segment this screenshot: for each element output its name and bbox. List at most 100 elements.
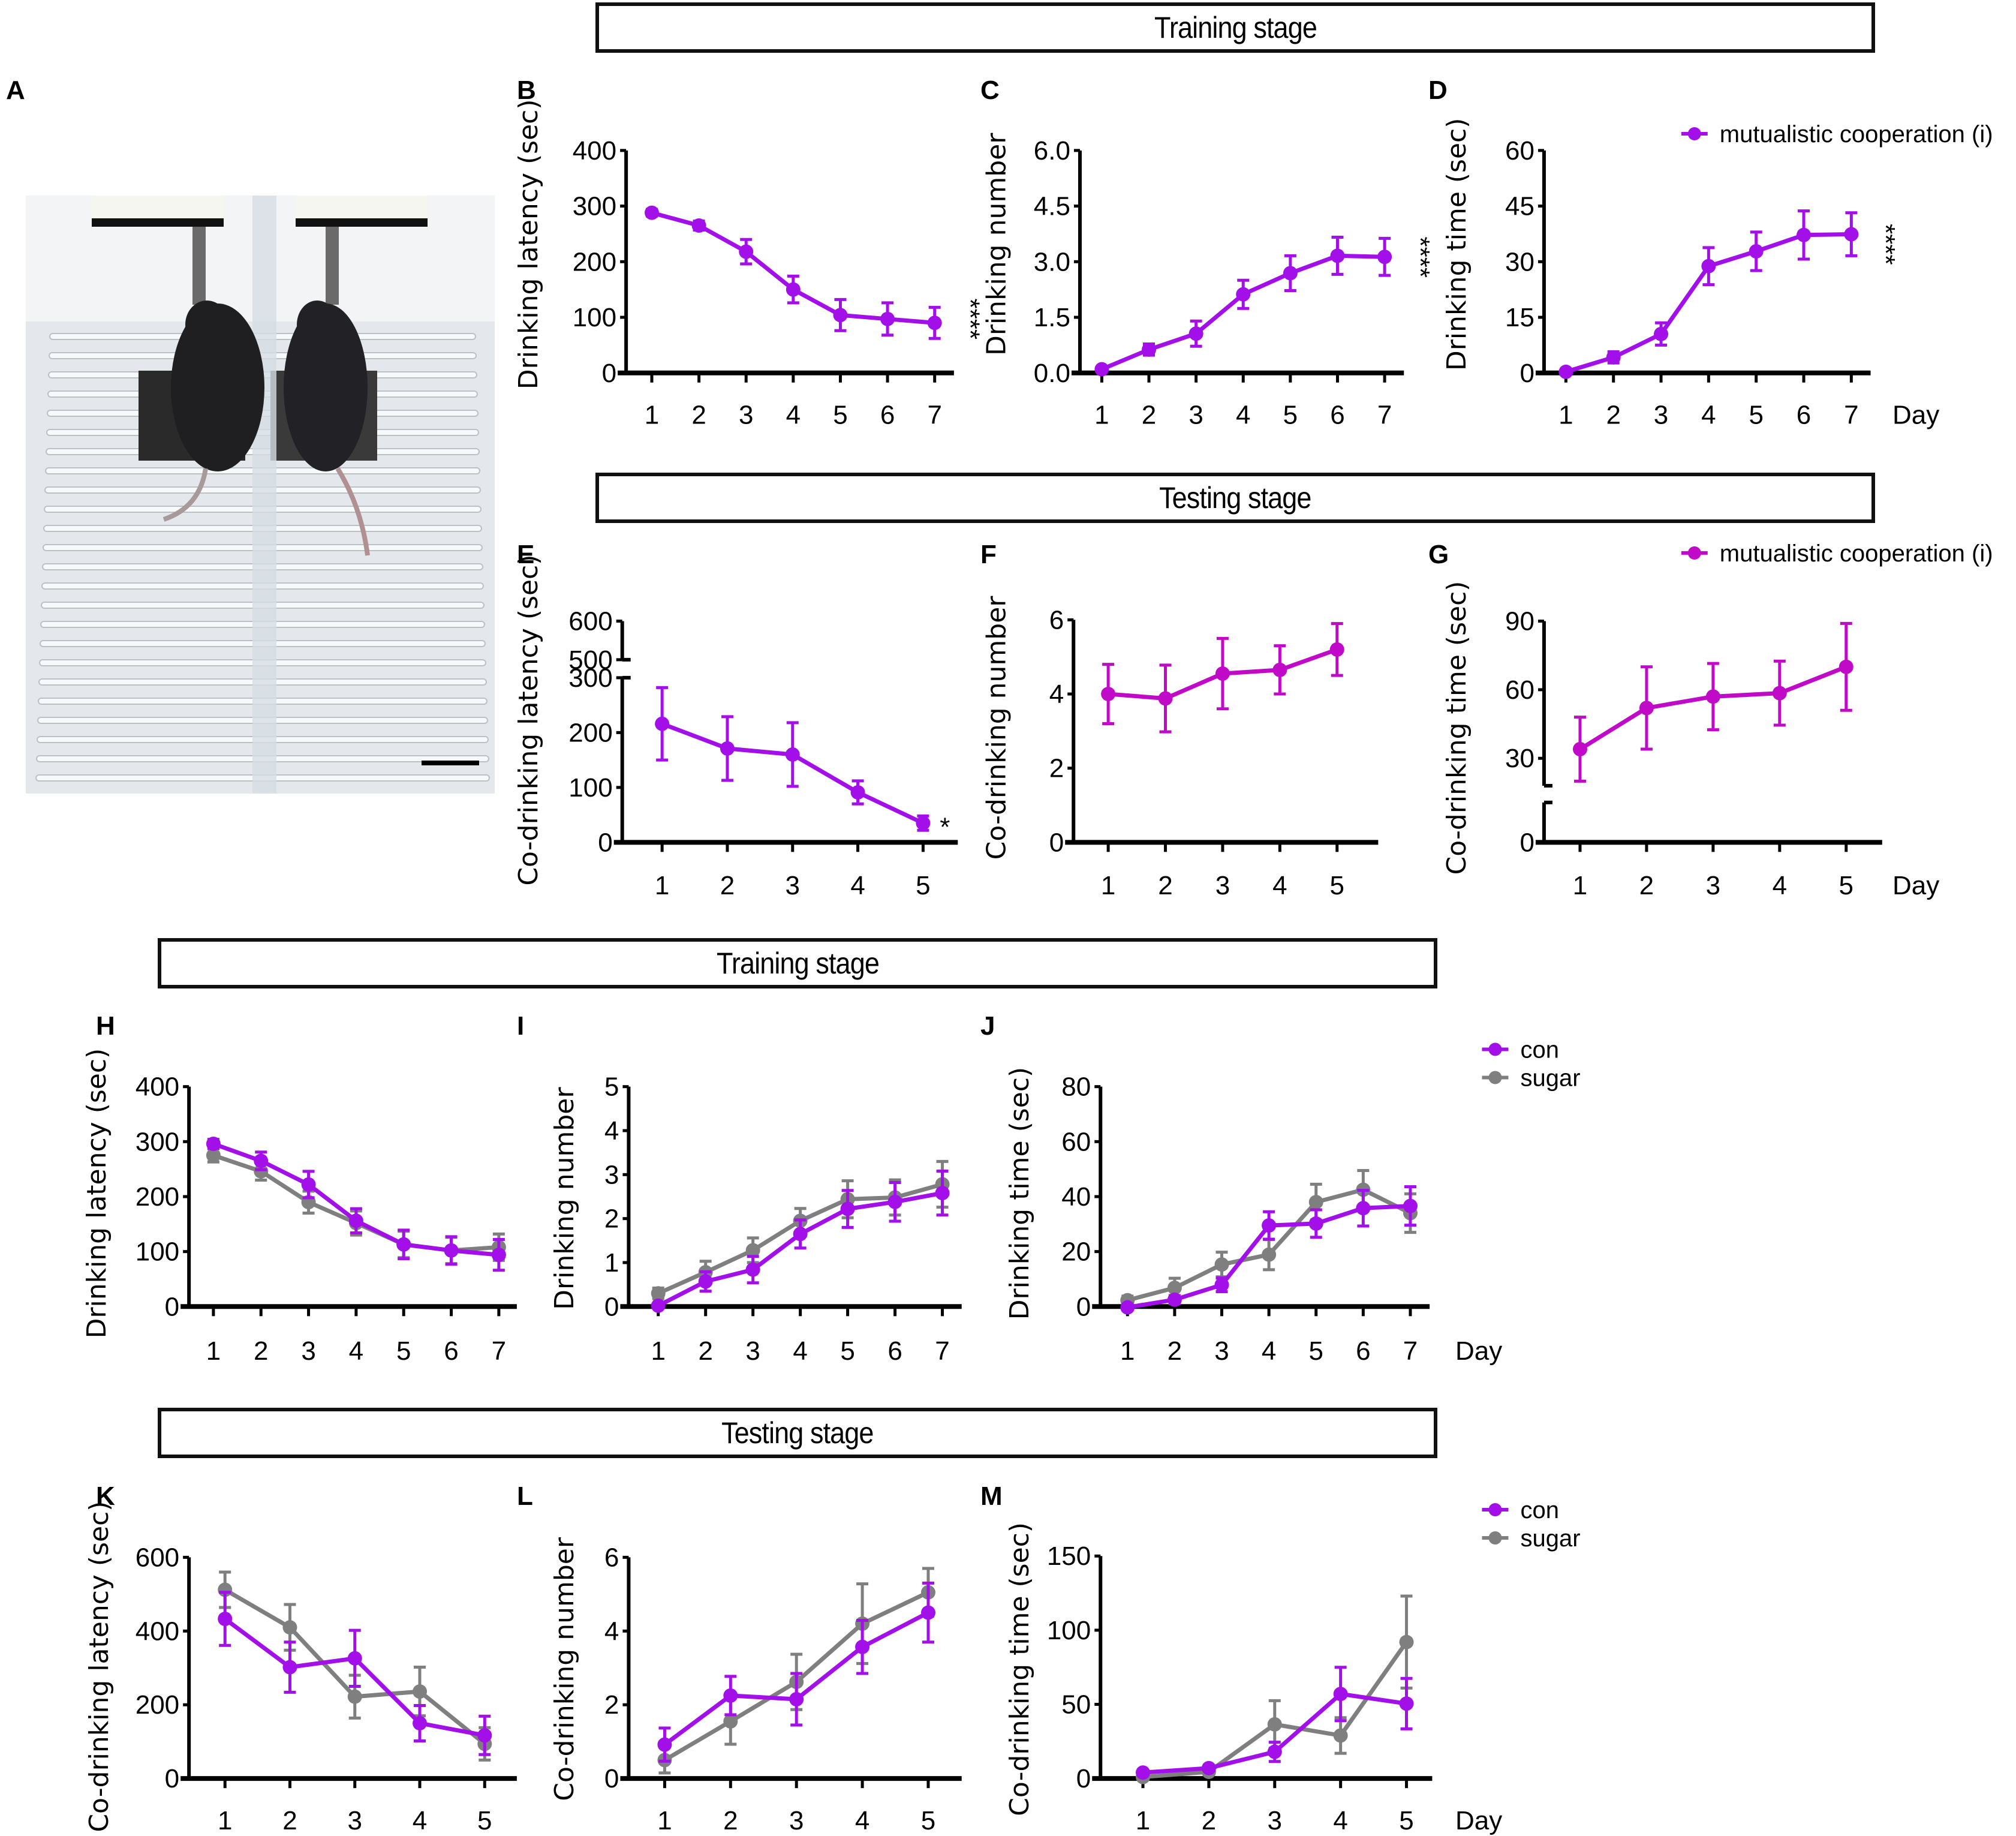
y-tick-label: 200 <box>573 247 616 277</box>
data-point <box>1654 326 1669 341</box>
panel-letter-h: H <box>96 1011 115 1041</box>
x-tick-label: 1 <box>651 1336 665 1366</box>
data-point <box>1749 244 1764 259</box>
x-tick-label: 1 <box>1120 1336 1135 1366</box>
data-point <box>840 1201 855 1216</box>
y-tick-label: 1 <box>604 1248 619 1278</box>
x-axis-day-label: Day <box>1455 1336 1502 1366</box>
data-point <box>1403 1198 1418 1213</box>
scale-bar <box>422 761 479 765</box>
data-point <box>850 785 865 800</box>
x-tick-label: 3 <box>1268 1806 1282 1835</box>
x-tick-label: 2 <box>723 1806 738 1835</box>
legend-label: sugar <box>1520 1525 1580 1552</box>
data-point <box>1267 1717 1282 1732</box>
y-axis-title: Drinking number <box>982 133 1012 356</box>
x-tick-label: 4 <box>1262 1336 1276 1366</box>
y-tick-label: 2 <box>1049 754 1064 783</box>
x-tick-label: 1 <box>218 1806 232 1835</box>
mouse-right-head <box>297 301 338 348</box>
x-tick-label: 3 <box>789 1806 804 1835</box>
data-point <box>1236 287 1251 302</box>
y-axis-title: Co-drinking latency (sec) <box>513 555 544 886</box>
data-point <box>1283 266 1298 281</box>
data-point <box>1839 659 1853 674</box>
data-point <box>347 1651 362 1666</box>
x-tick-label: 7 <box>1377 400 1392 429</box>
data-point <box>1333 1687 1348 1702</box>
legend-label: sugar <box>1520 1065 1580 1092</box>
y-tick-label: 50 <box>1061 1690 1091 1720</box>
x-tick-label: 1 <box>206 1336 221 1366</box>
x-tick-label: 4 <box>1701 400 1716 429</box>
x-tick-label: 4 <box>850 871 865 900</box>
data-point <box>1330 248 1345 263</box>
stage-header-training-bottom: Training stage <box>158 938 1437 988</box>
y-tick-label: 100 <box>568 773 612 803</box>
data-point <box>491 1248 506 1263</box>
x-tick-label: 4 <box>1333 1806 1347 1835</box>
dispenser-slot-left <box>92 218 224 227</box>
x-tick-label: 4 <box>786 400 801 429</box>
series-con <box>1136 1666 1414 1780</box>
data-point <box>1399 1696 1414 1711</box>
mice-chamber-illustration <box>26 196 495 794</box>
data-point <box>785 747 800 762</box>
data-point <box>1142 342 1157 357</box>
data-point <box>1201 1760 1216 1775</box>
legend-item: mutualistic cooperation (i) <box>1681 540 1993 567</box>
x-tick-label: 6 <box>1330 400 1344 429</box>
data-point <box>1188 326 1203 341</box>
y-tick-label: 400 <box>136 1072 179 1102</box>
x-tick-label: 5 <box>1399 1806 1413 1835</box>
series-con <box>651 1169 950 1313</box>
data-point <box>1377 250 1392 265</box>
chart-c: 0.0 1.5 3.0 4.5 6.0 1 2 3 4 5 6 7 Drinking number ***… <box>982 133 1436 430</box>
mouse-left <box>171 304 264 471</box>
legend-label: mutualistic cooperation (i) <box>1720 121 1993 148</box>
series-con <box>218 1591 492 1756</box>
y-axis-title: Co-drinking latency (sec) <box>84 1501 115 1832</box>
y-tick-label: 45 <box>1505 192 1534 221</box>
data-point <box>1214 1278 1229 1293</box>
x-tick-label: 6 <box>1797 400 1811 429</box>
y-tick-label: 1.5 <box>1034 303 1070 332</box>
data-point <box>657 1737 672 1752</box>
y-axis-title: Co-drinking time (sec) <box>1442 581 1472 875</box>
x-tick-label: 3 <box>1654 400 1668 429</box>
data-point <box>720 741 735 756</box>
significance-annotation: * <box>940 813 950 842</box>
series-mutualistic-cooperation-i- <box>1101 622 1344 734</box>
data-point <box>935 1186 950 1201</box>
x-tick-label: 5 <box>916 871 930 900</box>
x-tick-label: 7 <box>935 1336 949 1366</box>
y-tick-label: 6 <box>1049 605 1064 635</box>
y-tick-label: 15 <box>1505 303 1534 332</box>
y-tick-label: 500 <box>568 645 612 675</box>
panel-letter-d: D <box>1428 76 1448 105</box>
stage-header-testing-bottom: Testing stage <box>158 1408 1437 1458</box>
series-sugar <box>206 1147 506 1266</box>
y-tick-label: 2 <box>604 1690 619 1720</box>
x-tick-label: 3 <box>739 400 753 429</box>
data-point <box>723 1688 738 1703</box>
y-tick-label: 2 <box>604 1204 619 1234</box>
data-point <box>282 1660 297 1675</box>
y-tick-label: 5 <box>604 1072 619 1102</box>
data-point <box>206 1137 221 1152</box>
y-tick-label: 300 <box>573 192 616 221</box>
panel-letter-i: I <box>517 1011 525 1041</box>
y-tick-label: 400 <box>136 1616 179 1646</box>
stage-header-testing-top: Testing stage <box>595 473 1875 523</box>
data-point <box>1639 701 1654 716</box>
x-tick-label: 1 <box>645 400 659 429</box>
panel-letter-g: G <box>1428 540 1449 569</box>
mouse-left-head <box>185 301 228 348</box>
data-point <box>347 1689 362 1704</box>
data-point <box>301 1177 316 1192</box>
y-tick-label: 40 <box>1061 1182 1091 1212</box>
data-point <box>651 1286 666 1301</box>
legend-item: con <box>1482 1037 1559 1063</box>
mouse-right-tail <box>335 467 370 556</box>
